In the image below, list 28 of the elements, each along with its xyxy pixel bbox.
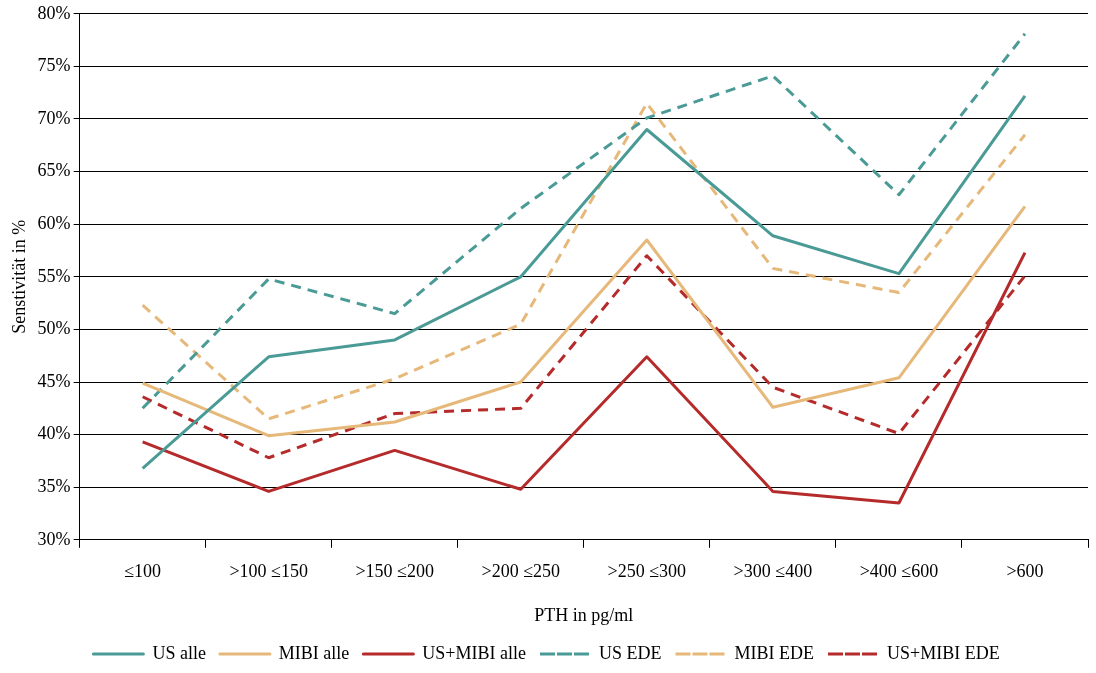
legend-label: US+MIBI alle [422, 642, 526, 663]
y-tick-label: 80% [37, 2, 71, 23]
x-tick-label: >200 ≤250 [481, 561, 561, 582]
y-tick-label: 70% [37, 107, 71, 128]
legend-label: US EDE [598, 642, 662, 663]
y-tick-label: 45% [37, 370, 71, 391]
y-tick-label: 50% [37, 318, 71, 339]
x-tick-label: >150 ≤200 [355, 561, 434, 582]
y-axis-title: Senstivität in % [8, 219, 29, 334]
legend-label: MIBI EDE [734, 642, 814, 663]
y-tick-label: 55% [37, 265, 71, 286]
y-tick-label: 30% [37, 528, 71, 549]
y-tick-label: 60% [37, 212, 71, 233]
x-tick-label: >250 ≤300 [607, 561, 687, 582]
x-tick-label: >100 ≤150 [229, 561, 308, 582]
y-tick-label: 65% [37, 160, 71, 181]
line-series [141, 32, 1027, 410]
x-tick-label: ≤100 [124, 561, 162, 582]
legend-label: US+MIBI EDE [886, 642, 1000, 663]
y-tick-label: 75% [37, 55, 71, 76]
legend-label: US alle [152, 642, 206, 663]
legend-label: MIBI alle [278, 642, 350, 663]
x-axis-title: PTH in pg/ml [534, 604, 634, 625]
x-tick-label: >400 ≤600 [859, 561, 939, 582]
x-tick-label: >300 ≤400 [733, 561, 813, 582]
x-tick-label: >600 [1006, 561, 1044, 582]
y-tick-label: 35% [37, 475, 71, 496]
y-tick-label: 40% [37, 423, 71, 444]
